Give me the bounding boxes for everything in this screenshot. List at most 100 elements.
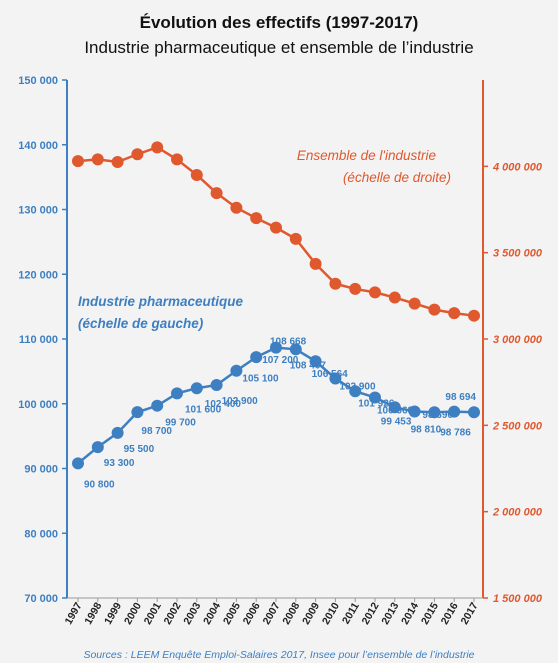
data-label: 101 600 — [185, 404, 222, 415]
data-label: 102 900 — [222, 396, 259, 407]
x-tick-label: 2007 — [261, 600, 283, 626]
x-tick-label: 2013 — [379, 600, 401, 626]
left-tick-label: 140 000 — [18, 140, 58, 152]
right-tick-label: 4 000 000 — [492, 161, 543, 173]
data-point-ensemble — [131, 148, 144, 161]
x-tick-label: 2000 — [122, 600, 144, 626]
left-tick-label: 120 000 — [18, 269, 58, 281]
data-point-ensemble — [289, 232, 302, 245]
data-point-pharma — [151, 399, 164, 412]
data-label: 105 100 — [242, 374, 279, 385]
data-point-pharma — [230, 364, 243, 377]
right-tick-label: 3 500 000 — [493, 248, 543, 260]
legend-industrie-line1: Ensemble de l'industrie — [297, 148, 436, 163]
left-tick-label: 110 000 — [19, 334, 58, 346]
x-tick-label: 2014 — [399, 600, 421, 626]
x-tick-label: 2017 — [459, 600, 481, 626]
data-point-ensemble — [151, 141, 164, 154]
x-tick-label: 2008 — [280, 600, 302, 626]
data-point-ensemble — [210, 187, 223, 200]
x-tick-label: 2016 — [439, 600, 461, 626]
data-point-ensemble — [250, 212, 263, 225]
x-tick-label: 2006 — [241, 600, 263, 626]
left-tick-label: 150 000 — [18, 75, 58, 87]
x-tick-label: 2003 — [181, 600, 203, 626]
data-label: 98 810 — [411, 424, 442, 435]
data-point-pharma — [72, 457, 84, 470]
data-label: 95 500 — [124, 444, 155, 455]
left-tick-label: 90 000 — [24, 464, 58, 476]
x-tick-label: 2002 — [162, 600, 184, 626]
left-tick-label: 100 000 — [18, 399, 58, 411]
data-point-pharma — [349, 385, 362, 398]
x-tick-label: 2001 — [142, 600, 164, 626]
data-label: 98 786 — [440, 428, 471, 439]
left-axis-ticks: 70 000 80 000 90 000 100 000 110 000 120 000 1… — [18, 75, 67, 605]
x-tick-label: 2011 — [340, 600, 362, 626]
data-point-ensemble — [369, 286, 381, 299]
data-point-pharma — [190, 382, 203, 395]
data-point-pharma — [329, 372, 342, 385]
left-tick-label: 80 000 — [24, 528, 58, 540]
x-tick-label: 2015 — [419, 600, 441, 626]
x-tick-label: 1997 — [63, 600, 85, 626]
data-point-pharma — [468, 406, 480, 419]
data-label: 108 668 — [270, 337, 307, 348]
x-axis-ticks: 1997199819992000200120022003200420052006… — [63, 598, 481, 627]
x-tick-label: 2009 — [300, 600, 322, 626]
data-point-pharma — [91, 441, 104, 454]
data-label: 99 700 — [165, 418, 196, 429]
data-point-ensemble — [428, 303, 441, 316]
data-point-pharma — [210, 378, 223, 391]
data-label: 93 300 — [104, 458, 135, 469]
source-note: Sources : LEEM Enquête Emploi-Salaires 2… — [83, 649, 475, 661]
data-point-pharma — [250, 351, 263, 364]
data-point-ensemble — [309, 257, 322, 270]
data-label: 100 968 — [377, 405, 414, 416]
data-point-ensemble — [270, 221, 282, 234]
data-point-ensemble — [468, 309, 480, 322]
series-industrie-pharma — [72, 341, 480, 470]
data-label: 106 564 — [312, 369, 349, 380]
chart-title: Évolution des effectifs (1997-2017) — [139, 13, 419, 32]
data-point-pharma — [428, 406, 441, 419]
left-tick-label: 130 000 — [18, 205, 58, 217]
right-axis-ticks: 1 500 000 2 000 000 2 500 000 3 000 000 3 50… — [483, 161, 543, 605]
x-tick-label: 2012 — [360, 600, 382, 626]
legend-pharma-line1: Industrie pharmaceutique — [78, 294, 244, 309]
legend-industrie-line2: (échelle de droite) — [343, 170, 451, 185]
chart-subtitle: Industrie pharmaceutique et ensemble de … — [84, 38, 474, 57]
data-point-pharma — [448, 405, 461, 418]
data-label: 102 400 — [205, 399, 242, 410]
legend-pharma-line2: (échelle de gauche) — [78, 316, 204, 331]
right-tick-label: 2 000 000 — [492, 507, 543, 519]
data-point-pharma — [171, 387, 183, 400]
data-point-pharma — [289, 343, 302, 356]
data-label: 98 700 — [141, 426, 172, 437]
data-label: 98 694 — [445, 392, 476, 403]
data-point-ensemble — [171, 153, 183, 166]
data-label: 108 407 — [290, 360, 327, 371]
data-point-ensemble — [388, 291, 401, 304]
right-tick-label: 1 500 000 — [493, 593, 543, 605]
data-point-ensemble — [349, 282, 362, 295]
x-tick-label: 1999 — [102, 600, 124, 626]
data-label: 99 453 — [381, 416, 412, 427]
data-point-pharma — [309, 355, 322, 368]
data-point-pharma — [111, 426, 124, 439]
data-point-pharma — [388, 401, 401, 414]
x-tick-label: 2005 — [221, 600, 243, 626]
data-point-ensemble — [230, 201, 243, 214]
data-point-ensemble — [72, 155, 84, 168]
data-label: 98 690 — [422, 410, 453, 421]
data-label: 90 800 — [84, 479, 115, 490]
data-point-ensemble — [408, 297, 421, 310]
data-point-pharma — [369, 391, 381, 404]
data-point-ensemble — [448, 307, 461, 320]
data-point-pharma — [270, 341, 282, 354]
data-point-ensemble — [329, 277, 342, 290]
x-tick-label: 1998 — [82, 600, 104, 626]
right-tick-label: 2 500 000 — [492, 420, 543, 432]
